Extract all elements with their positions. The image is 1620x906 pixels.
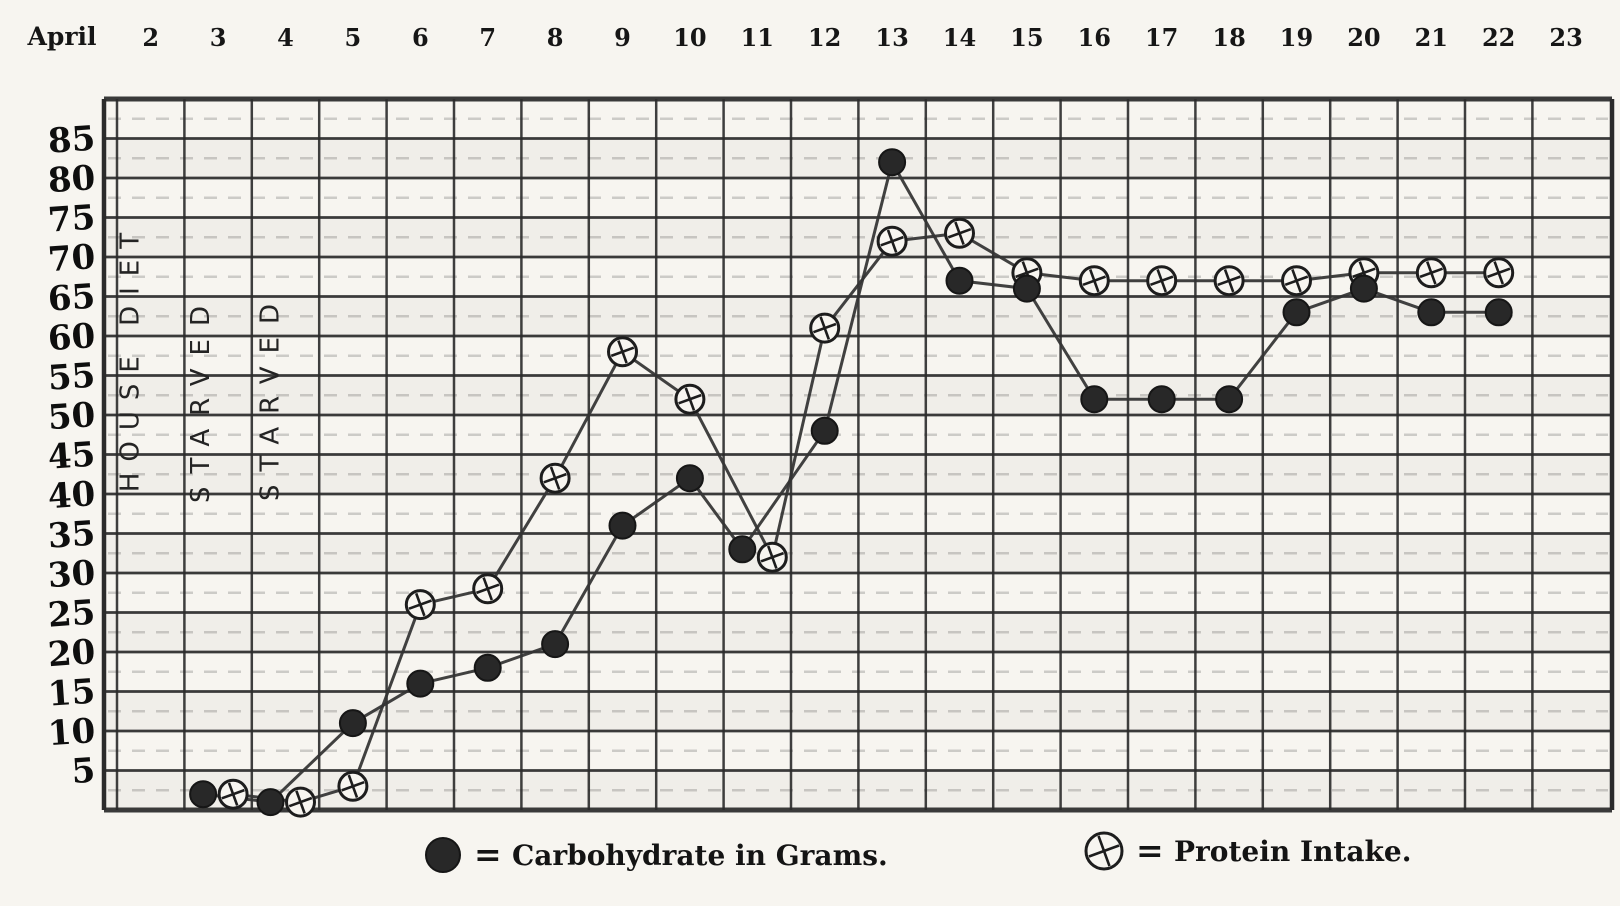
protein-data-point <box>539 462 571 494</box>
column-annotation-starved: STARVED <box>256 291 286 501</box>
date-label: 7 <box>479 23 496 52</box>
date-label: 11 <box>741 23 774 52</box>
y-tick-label: 65 <box>47 277 97 320</box>
legend-item: = Carbohydrate in Grams. <box>425 835 888 874</box>
y-tick-label: 10 <box>47 711 97 754</box>
carbohydrate-data-point <box>810 416 839 445</box>
legend-equals-sign: = <box>474 835 502 874</box>
carbohydrate-data-point <box>728 535 757 564</box>
y-tick-label: 60 <box>47 316 97 359</box>
date-label: 20 <box>1347 23 1380 52</box>
date-label: 6 <box>412 23 429 52</box>
protein-data-point <box>1415 257 1447 289</box>
column-annotation-house-diet: HOUSE DIET <box>116 222 146 492</box>
y-tick-label: 50 <box>47 395 97 438</box>
protein-data-point <box>756 541 788 573</box>
carbohydrate-data-point <box>406 669 435 698</box>
carbohydrate-data-point <box>1282 298 1311 327</box>
legend-item: = Protein Intake. <box>1084 831 1411 871</box>
protein-data-point <box>674 383 706 415</box>
legend-carbohydrate-marker-icon <box>425 837 461 873</box>
y-tick-label: 40 <box>47 474 97 517</box>
legend-protein-marker-icon <box>1084 831 1124 871</box>
protein-data-point <box>337 770 369 802</box>
protein-data-point <box>217 778 249 810</box>
protein-data-point <box>1213 265 1245 297</box>
y-tick-label: 25 <box>47 593 97 636</box>
carbohydrate-data-point <box>1147 385 1176 414</box>
protein-data-point <box>607 336 638 368</box>
date-label: 10 <box>673 23 706 52</box>
carbohydrate-data-point <box>675 464 704 493</box>
protein-data-point <box>404 589 436 621</box>
date-label: 15 <box>1010 23 1043 52</box>
carbohydrate-data-point <box>541 630 570 659</box>
protein-data-point <box>1483 257 1515 289</box>
protein-data-point <box>472 573 504 605</box>
date-label: 21 <box>1415 23 1448 52</box>
legend-label: Protein Intake. <box>1174 835 1411 868</box>
carbohydrate-data-point <box>945 266 974 295</box>
column-annotation-starved: STARVED <box>186 293 216 503</box>
y-tick-label: 45 <box>47 435 97 478</box>
legend-equals-sign: = <box>1136 831 1164 870</box>
carbohydrate-data-point <box>878 148 907 177</box>
carbohydrate-data-point <box>608 511 637 540</box>
y-tick-label: 75 <box>47 198 97 241</box>
carbohydrate-data-point <box>1012 274 1041 303</box>
carbohydrate-data-point <box>1080 385 1109 414</box>
carbohydrate-data-point <box>1215 385 1244 414</box>
y-tick-label: 55 <box>47 356 97 399</box>
date-label: 23 <box>1549 23 1582 52</box>
y-tick-label: 70 <box>47 237 97 280</box>
legend-label: Carbohydrate in Grams. <box>512 839 888 872</box>
date-label: 18 <box>1212 23 1245 52</box>
carbohydrate-data-point <box>1484 298 1513 327</box>
date-label: 9 <box>614 23 631 52</box>
protein-data-point <box>285 786 316 818</box>
date-label: 17 <box>1145 23 1178 52</box>
protein-data-point <box>1281 265 1312 297</box>
y-tick-label: 85 <box>47 119 97 162</box>
date-label: 16 <box>1078 23 1111 52</box>
carbohydrate-data-point <box>189 780 218 809</box>
x-axis-title: April <box>26 22 96 51</box>
date-label: 3 <box>210 23 227 52</box>
y-tick-label: 30 <box>47 553 97 596</box>
y-tick-label: 35 <box>47 514 97 557</box>
y-tick-label: 20 <box>47 632 97 675</box>
date-label: 8 <box>547 23 564 52</box>
protein-data-point <box>876 225 908 257</box>
carbohydrate-data-point <box>473 653 502 682</box>
date-label: 2 <box>142 23 159 52</box>
date-label: 14 <box>943 23 976 52</box>
protein-data-point <box>944 217 975 249</box>
carbohydrate-data-point <box>1417 298 1446 327</box>
date-label: 19 <box>1280 23 1313 52</box>
y-tick-label: 5 <box>70 751 96 793</box>
carbohydrate-data-point <box>338 709 367 738</box>
date-label: 22 <box>1482 23 1515 52</box>
protein-data-point <box>1078 265 1110 297</box>
protein-data-point <box>809 312 841 344</box>
y-tick-label: 15 <box>47 672 97 715</box>
date-label: 5 <box>345 23 362 52</box>
carbohydrate-data-point <box>1349 274 1378 303</box>
date-label: 13 <box>875 23 908 52</box>
carbohydrate-data-point <box>256 788 285 817</box>
date-label: 12 <box>808 23 841 52</box>
y-tick-label: 80 <box>47 158 97 201</box>
protein-data-point <box>1146 265 1178 297</box>
date-label: 4 <box>277 23 294 52</box>
